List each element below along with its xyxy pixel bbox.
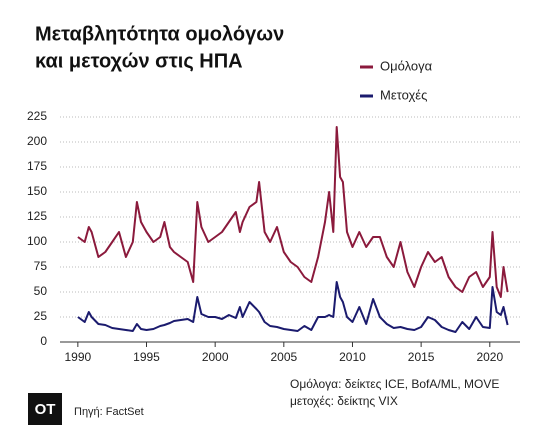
y-tick-label: 200	[27, 134, 47, 148]
y-tick-label: 150	[27, 184, 47, 198]
y-tick-label: 125	[27, 209, 47, 223]
y-tick-label: 50	[34, 284, 48, 298]
x-tick-label: 2015	[408, 350, 435, 364]
y-tick-label: 100	[27, 234, 47, 248]
source: Πηγή: FactSet	[74, 406, 144, 418]
chart-title: και μετοχών στις ΗΠΑ	[35, 50, 243, 72]
y-tick-label: 25	[34, 309, 48, 323]
note: Ομόλογα: δείκτες ICE, BofA/ML, MOVE	[290, 377, 499, 391]
note: μετοχές: δείκτης VIX	[290, 394, 398, 408]
x-tick-label: 2020	[476, 350, 503, 364]
y-tick-label: 225	[27, 109, 47, 123]
chart-title: Μεταβλητότητα ομολόγων	[35, 23, 284, 45]
series-line	[77, 126, 509, 298]
logo: OT	[35, 401, 56, 418]
series-line	[77, 281, 509, 333]
logo-box	[28, 393, 62, 425]
x-tick-label: 1990	[64, 350, 91, 364]
legend-label: Ομόλογα	[380, 58, 433, 73]
x-tick-label: 2000	[202, 350, 229, 364]
legend-label: Μετοχές	[380, 87, 427, 102]
x-tick-label: 2010	[339, 350, 366, 364]
y-tick-label: 0	[40, 334, 47, 348]
x-tick-label: 1995	[133, 350, 160, 364]
x-tick-label: 2005	[270, 350, 297, 364]
y-tick-label: 75	[34, 259, 48, 273]
y-tick-label: 175	[27, 159, 47, 173]
